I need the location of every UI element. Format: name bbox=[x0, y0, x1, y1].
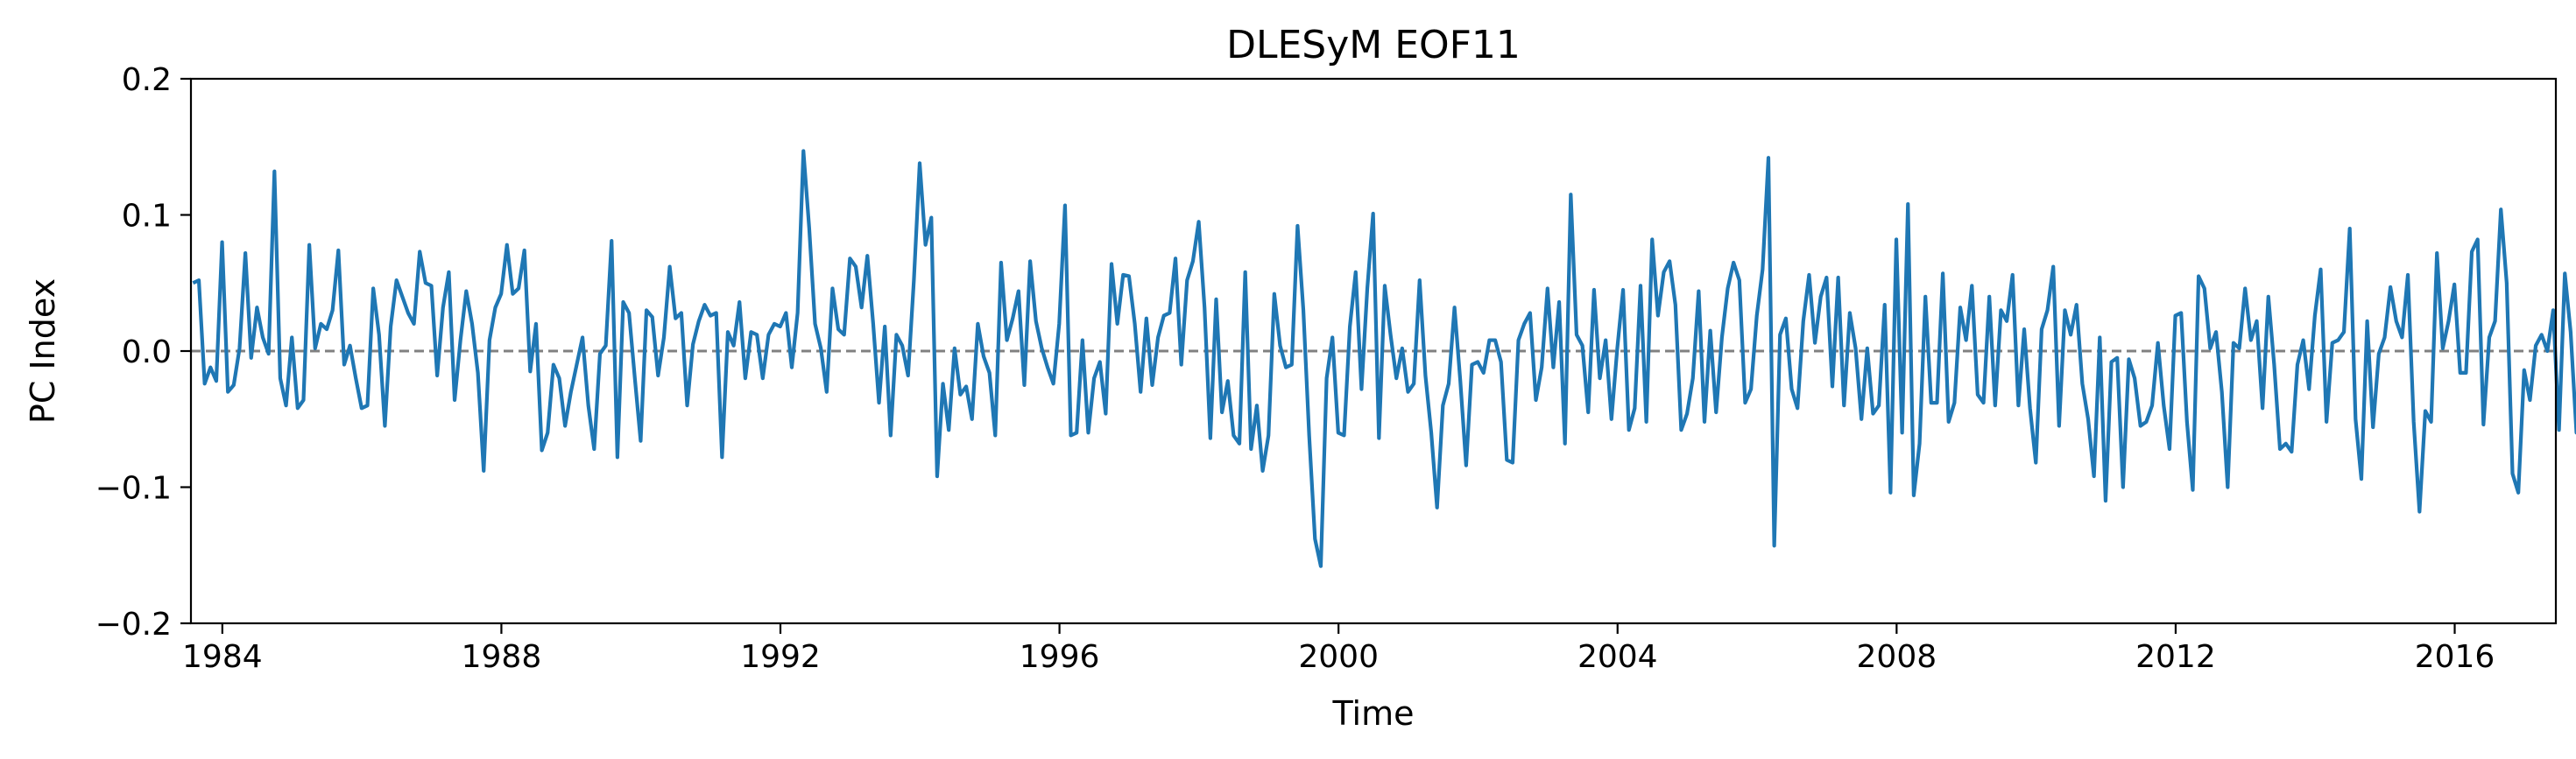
x-tick-label: 1996 bbox=[1020, 639, 1100, 675]
x-tick-label: 2008 bbox=[1857, 639, 1937, 675]
y-tick-label: −0.2 bbox=[95, 607, 172, 643]
plot-layer bbox=[191, 149, 2576, 568]
x-tick-label: 1984 bbox=[182, 639, 263, 675]
x-tick-label: 2004 bbox=[1577, 639, 1658, 675]
x-tick-label: 1988 bbox=[462, 639, 542, 675]
x-tick-label: 2012 bbox=[2135, 639, 2216, 675]
x-axis: 1984 1988 1992 1996 2000 2004 2008 2012 2016 bbox=[182, 623, 2495, 675]
x-tick-label: 2000 bbox=[1298, 639, 1379, 675]
y-tick-label: 0.2 bbox=[122, 62, 172, 98]
y-axis: −0.2 −0.1 0.0 0.1 0.2 bbox=[95, 62, 191, 643]
x-axis-label: Time bbox=[1332, 694, 1415, 733]
y-axis-label: PC Index bbox=[24, 278, 62, 424]
y-tick-label: −0.1 bbox=[95, 471, 172, 507]
chart-title: DLESyM EOF11 bbox=[1226, 23, 1521, 67]
series-line-0 bbox=[192, 149, 2576, 568]
y-tick-label: 0.0 bbox=[122, 334, 172, 370]
y-tick-label: 0.1 bbox=[122, 199, 172, 235]
x-tick-label: 2016 bbox=[2415, 639, 2495, 675]
x-tick-label: 1992 bbox=[740, 639, 821, 675]
